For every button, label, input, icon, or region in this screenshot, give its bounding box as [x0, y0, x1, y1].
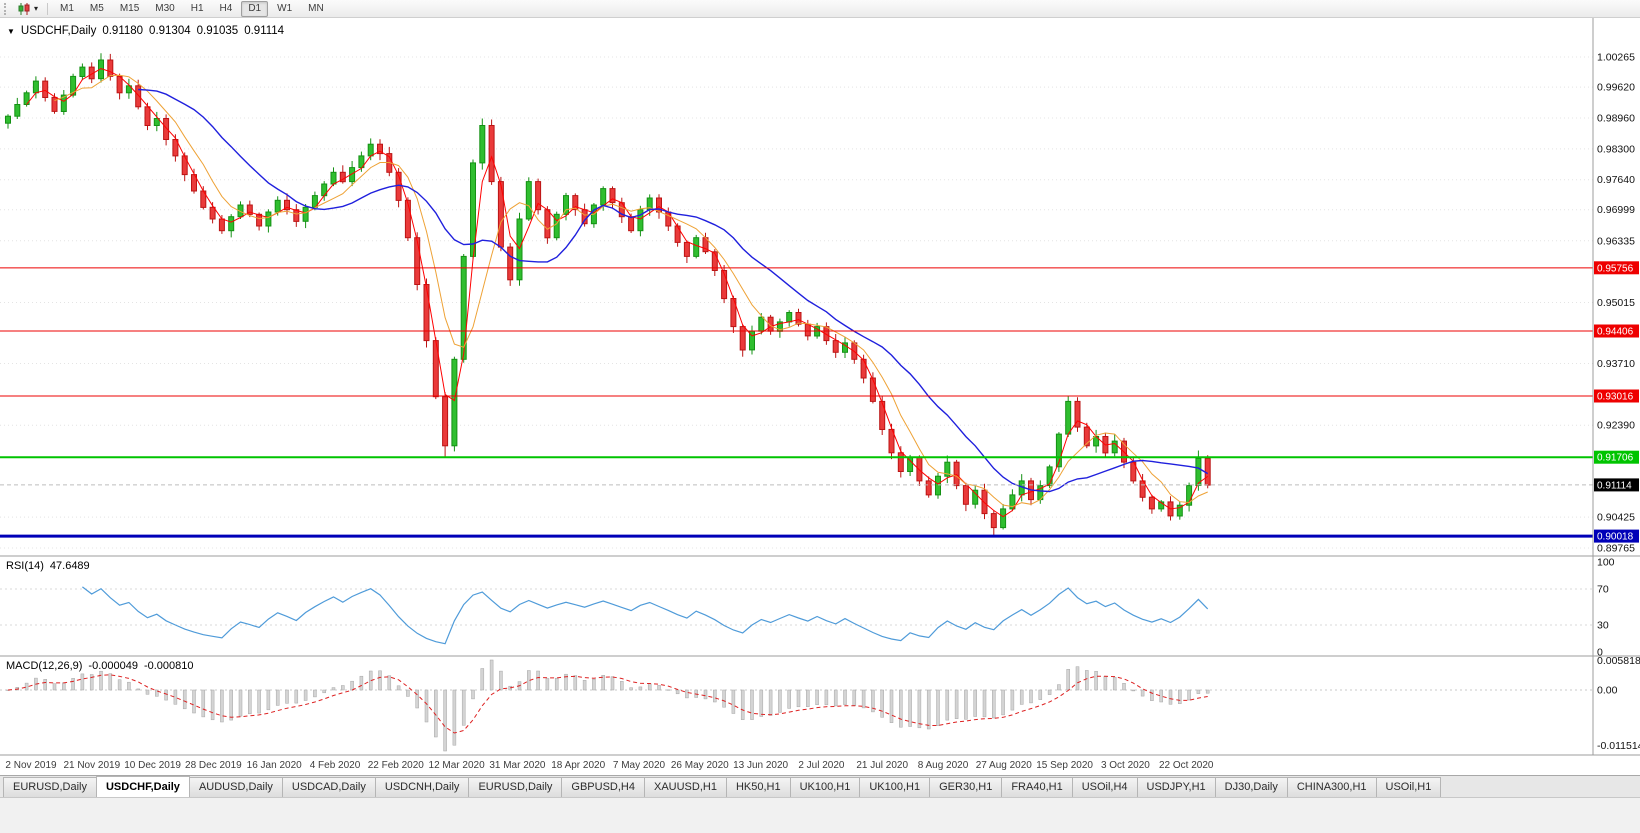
moving-averages [26, 68, 1209, 518]
svg-text:0.00: 0.00 [1597, 685, 1618, 697]
svg-text:13 Jun 2020: 13 Jun 2020 [733, 760, 788, 771]
svg-text:1.00265: 1.00265 [1597, 52, 1635, 64]
svg-text:4 Feb 2020: 4 Feb 2020 [310, 760, 361, 771]
toolbar-separator [47, 2, 49, 15]
svg-text:100: 100 [1597, 557, 1615, 569]
price-gridlines [0, 56, 1593, 549]
svg-text:0.90018: 0.90018 [1597, 532, 1634, 543]
svg-text:26 May 2020: 26 May 2020 [671, 760, 729, 771]
panel-separators [0, 18, 1640, 756]
timeframe-button-m30[interactable]: M30 [148, 1, 181, 17]
svg-text:0.005818: 0.005818 [1597, 655, 1640, 667]
chart-tab-uk100-h1[interactable]: UK100,H1 [859, 777, 931, 797]
chart-tab-gbpusd-h4[interactable]: GBPUSD,H4 [561, 777, 645, 797]
timeframe-button-m1[interactable]: M1 [53, 1, 81, 17]
svg-text:0.95015: 0.95015 [1597, 297, 1635, 309]
chart-tab-china300-h1[interactable]: CHINA300,H1 [1286, 777, 1377, 797]
chart-tab-usoil-h1[interactable]: USOil,H1 [1375, 777, 1442, 797]
svg-text:0.98960: 0.98960 [1597, 113, 1635, 125]
svg-text:12 Mar 2020: 12 Mar 2020 [429, 760, 486, 771]
svg-text:0.97640: 0.97640 [1597, 174, 1635, 186]
svg-text:10 Dec 2019: 10 Dec 2019 [124, 760, 181, 771]
timeframe-button-m15[interactable]: M15 [113, 1, 146, 17]
chart-tab-hk50-h1[interactable]: HK50,H1 [725, 777, 791, 797]
chart-tab-fra40-h1[interactable]: FRA40,H1 [1001, 777, 1073, 797]
one-click-trading-toggle-icon[interactable]: ▼ [7, 26, 15, 36]
chart-tabs: EURUSD,Daily USDCHF,Daily AUDUSD,Daily USDC… [3, 776, 1442, 797]
chart-tab-xauusd-h1[interactable]: XAUUSD,H1 [643, 777, 727, 797]
timeframe-button-w1[interactable]: W1 [270, 1, 299, 17]
svg-text:31 Mar 2020: 31 Mar 2020 [489, 760, 546, 771]
svg-text:0.89765: 0.89765 [1597, 543, 1635, 555]
svg-text:0.98300: 0.98300 [1597, 143, 1635, 155]
chevron-down-icon: ▾ [34, 3, 39, 13]
chart-tab-eurusd-daily[interactable]: EURUSD,Daily [468, 777, 563, 797]
svg-text:0.96335: 0.96335 [1597, 235, 1635, 247]
svg-text:16 Jan 2020: 16 Jan 2020 [247, 760, 302, 771]
svg-text:8 Aug 2020: 8 Aug 2020 [918, 760, 969, 771]
svg-text:2 Jul 2020: 2 Jul 2020 [798, 760, 845, 771]
timeframe-toolbar: ▾ M1 M5 M15 M30 H1 H4 D1 W1 MN [0, 0, 1640, 18]
svg-text:7 May 2020: 7 May 2020 [613, 760, 666, 771]
chart-tabs-bar: EURUSD,Daily USDCHF,Daily AUDUSD,Daily USDC… [0, 775, 1640, 797]
svg-text:15 Sep 2020: 15 Sep 2020 [1036, 760, 1093, 771]
chart-tab-usdcnh-daily[interactable]: USDCNH,Daily [374, 777, 470, 797]
svg-text:0.91706: 0.91706 [1597, 453, 1634, 464]
candlestick-chart-icon [18, 2, 30, 15]
svg-text:21 Jul 2020: 21 Jul 2020 [856, 760, 908, 771]
svg-text:22 Oct 2020: 22 Oct 2020 [1159, 760, 1214, 771]
chart-tab-dj30-daily[interactable]: DJ30,Daily [1214, 777, 1288, 797]
chart-tab-usdjpy-h1[interactable]: USDJPY,H1 [1136, 777, 1216, 797]
chart-tab-usdchf-daily[interactable]: USDCHF,Daily [95, 776, 190, 797]
chart-tab-uk100-h1[interactable]: UK100,H1 [789, 777, 861, 797]
svg-text:0.99620: 0.99620 [1597, 82, 1635, 94]
candlesticks[interactable] [5, 53, 1211, 537]
svg-text:22 Feb 2020: 22 Feb 2020 [368, 760, 425, 771]
svg-text:0.95756: 0.95756 [1597, 263, 1634, 274]
svg-text:18 Apr 2020: 18 Apr 2020 [551, 760, 605, 771]
timeframe-button-m5[interactable]: M5 [83, 1, 111, 17]
svg-text:2 Nov 2019: 2 Nov 2019 [5, 760, 57, 771]
chart-tab-usdcad-daily[interactable]: USDCAD,Daily [281, 777, 376, 797]
svg-text:0.94406: 0.94406 [1597, 327, 1634, 338]
chart-type-dropdown-button[interactable]: ▾ [13, 1, 42, 17]
timeframe-buttons-group: M1 M5 M15 M30 H1 H4 D1 W1 MN [53, 0, 331, 17]
svg-text:0.92390: 0.92390 [1597, 420, 1635, 432]
svg-text:27 Aug 2020: 27 Aug 2020 [976, 760, 1033, 771]
chart-canvas[interactable]: 1.00265 0.99620 0.98960 0.98300 0.97640 0.969… [0, 18, 1640, 775]
svg-text:3 Oct 2020: 3 Oct 2020 [1101, 760, 1150, 771]
status-bar-area [0, 797, 1640, 833]
svg-text:0.96999: 0.96999 [1597, 204, 1635, 216]
timeframe-button-h4[interactable]: H4 [213, 1, 240, 17]
horizontal-level-lines[interactable] [0, 267, 1593, 538]
svg-text:28 Dec 2019: 28 Dec 2019 [185, 760, 242, 771]
chart-tab-audusd-daily[interactable]: AUDUSD,Daily [188, 777, 283, 797]
chart-tab-ger30-h1[interactable]: GER30,H1 [929, 777, 1003, 797]
svg-text:0.93710: 0.93710 [1597, 358, 1635, 370]
chart-tab-usoil-h4[interactable]: USOil,H4 [1071, 777, 1138, 797]
svg-text:30: 30 [1597, 620, 1609, 632]
timeframe-button-h1[interactable]: H1 [184, 1, 211, 17]
svg-text:0.93016: 0.93016 [1597, 392, 1634, 403]
timeframe-button-d1[interactable]: D1 [241, 0, 269, 17]
timeframe-button-mn[interactable]: MN [301, 1, 331, 17]
svg-text:0: 0 [1597, 647, 1603, 659]
chart-tab-eurusd-daily[interactable]: EURUSD,Daily [3, 777, 97, 797]
svg-text:-0.011514: -0.011514 [1597, 740, 1640, 752]
toolbar-drag-handle[interactable] [4, 2, 9, 15]
svg-text:0.91114: 0.91114 [1597, 480, 1632, 491]
svg-text:0.90425: 0.90425 [1597, 512, 1635, 524]
svg-text:70: 70 [1597, 584, 1609, 596]
price-axis[interactable]: 1.00265 0.99620 0.98960 0.98300 0.97640 0.969… [1594, 52, 1640, 753]
date-axis[interactable]: 2 Nov 2019 21 Nov 2019 10 Dec 2019 28 Dec 2… [5, 760, 1213, 771]
rsi-panel [0, 586, 1593, 645]
macd-panel [0, 659, 1593, 752]
svg-text:21 Nov 2019: 21 Nov 2019 [63, 760, 120, 771]
